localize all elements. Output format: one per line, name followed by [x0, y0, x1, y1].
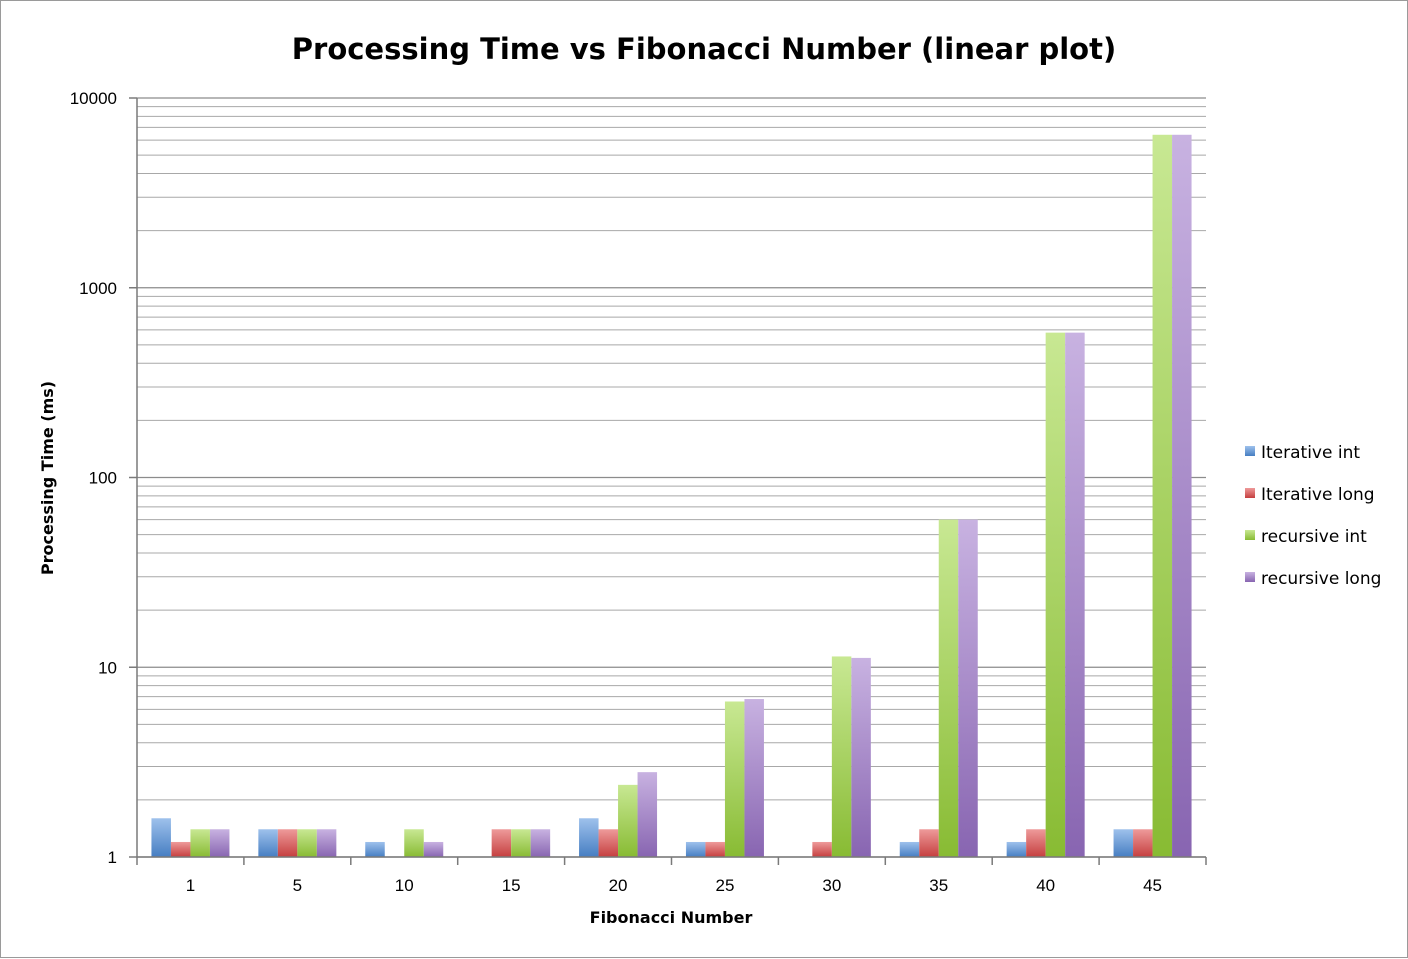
bar-iterative-long-5: [277, 829, 298, 857]
bar-recursive-int-45: [1152, 134, 1173, 857]
y-tick-labels: 1 10 100 1000 10000: [70, 89, 117, 867]
bar-recursive-int-1: [190, 829, 210, 857]
bar-iterative-long-20: [598, 829, 619, 857]
legend-label: Iterative long: [1261, 485, 1375, 505]
y-tick-label: 1: [108, 848, 117, 867]
bar-recursive-int-25: [724, 701, 745, 857]
x-tick-label: 35: [929, 876, 948, 895]
legend-swatch: [1245, 530, 1255, 540]
y-tick-label: 10000: [70, 89, 117, 108]
legend-label: recursive int: [1261, 527, 1367, 547]
bar-iterative-long-30: [812, 841, 832, 857]
y-tick-label: 1000: [79, 279, 117, 298]
x-tick-label: 40: [1036, 876, 1055, 895]
legend-swatch: [1245, 446, 1255, 456]
bar-recursive-long-5: [316, 829, 337, 857]
bar-iterative-long-15: [491, 829, 512, 857]
bar-recursive-long-35: [958, 519, 978, 857]
bar-iterative-long-45: [1133, 829, 1153, 857]
bar-recursive-int-20: [618, 784, 638, 857]
bar-iterative-int-5: [258, 829, 278, 857]
bar-iterative-int-10: [365, 841, 385, 857]
y-tick-label: 100: [89, 469, 117, 488]
bar-recursive-long-40: [1065, 332, 1085, 857]
bar-iterative-int-35: [899, 841, 920, 857]
bar-iterative-int-25: [685, 841, 706, 857]
x-tick-label: 25: [715, 876, 734, 895]
legend: Iterative int Iterative long recursive int…: [1245, 443, 1381, 589]
x-tick-label: 45: [1143, 876, 1162, 895]
bar-recursive-int-10: [404, 829, 424, 857]
bar-recursive-long-10: [423, 841, 444, 857]
y-tick-label: 10: [98, 658, 117, 677]
bar-recursive-int-15: [511, 829, 531, 857]
chart-title: Processing Time vs Fibonacci Number (lin…: [292, 32, 1116, 66]
bar-iterative-int-45: [1113, 829, 1134, 857]
bar-recursive-long-30: [851, 657, 871, 857]
bar-iterative-int-40: [1006, 841, 1027, 857]
bar-iterative-int-1: [151, 818, 171, 857]
x-tick-labels: 1 5 10 15 20 25 30 35 40 45: [186, 876, 1162, 895]
grid-lines: [137, 97, 1206, 858]
bar-iterative-long-40: [1026, 829, 1046, 857]
bar-recursive-int-5: [297, 829, 317, 857]
legend-swatch: [1245, 572, 1255, 582]
bars: [151, 134, 1192, 857]
bar-recursive-long-45: [1172, 134, 1192, 857]
x-tick-label: 5: [293, 876, 302, 895]
bar-recursive-long-20: [637, 772, 658, 857]
legend-swatch: [1245, 488, 1255, 498]
x-tick-label: 20: [609, 876, 628, 895]
x-tick-label: 1: [186, 876, 195, 895]
bar-recursive-int-30: [831, 656, 852, 857]
bar-iterative-int-20: [579, 818, 599, 857]
y-axis-title: Processing Time (ms): [38, 381, 57, 575]
axes: [129, 97, 1207, 865]
legend-label: Iterative int: [1261, 443, 1360, 463]
bar-recursive-long-15: [530, 829, 551, 857]
x-tick-label: 10: [395, 876, 414, 895]
bar-recursive-long-1: [209, 829, 230, 857]
x-axis-title: Fibonacci Number: [590, 908, 753, 927]
x-tick-label: 30: [822, 876, 841, 895]
x-tick-label: 15: [502, 876, 521, 895]
bar-iterative-long-35: [919, 829, 939, 857]
bar-recursive-long-25: [744, 699, 764, 857]
bar-recursive-int-35: [938, 519, 959, 857]
legend-label: recursive long: [1261, 569, 1381, 589]
bar-recursive-int-40: [1045, 332, 1066, 857]
bar-iterative-long-1: [170, 841, 191, 857]
bar-iterative-long-25: [705, 841, 725, 857]
